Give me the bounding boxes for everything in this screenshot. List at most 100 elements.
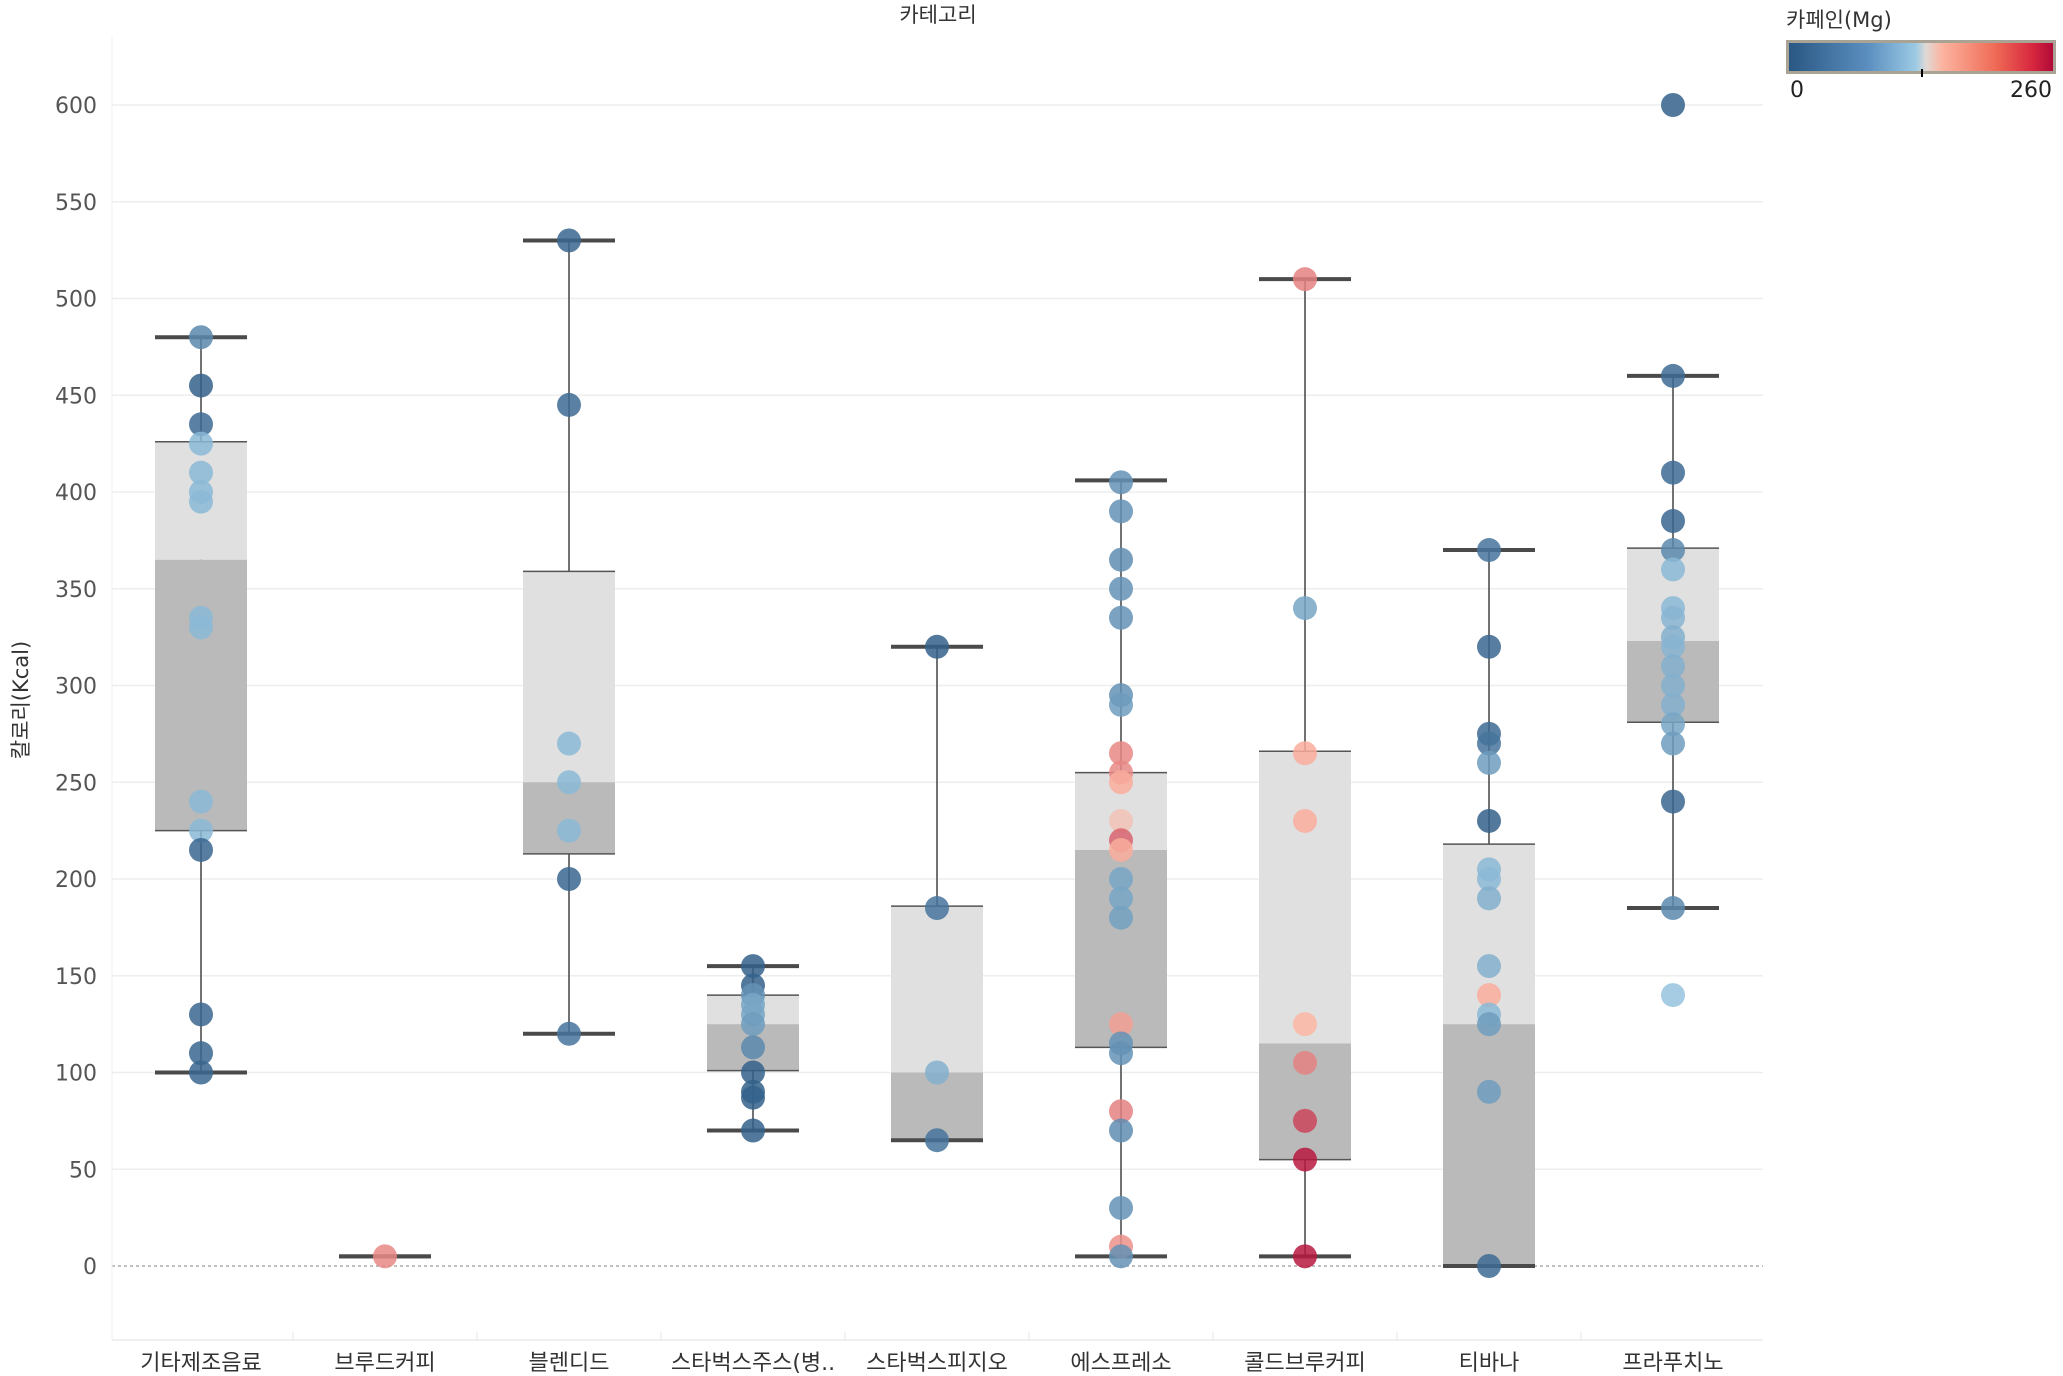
y-tick-label: 100 [55,1062,97,1087]
data-point [1661,896,1685,921]
data-point [1109,837,1133,862]
data-point [925,1128,949,1153]
data-point [557,392,581,417]
x-category-label: 블렌디드 [529,1351,610,1376]
box-lower [1443,1024,1535,1266]
data-point [741,1012,765,1037]
data-point [1109,1041,1133,1066]
y-tick-label: 450 [55,384,97,409]
y-tick-label: 150 [55,965,97,990]
data-point [1109,1244,1133,1269]
data-point [1109,1118,1133,1143]
data-point [1661,93,1685,117]
y-axis-label: 칼로리(Kcal) [9,641,33,759]
data-point [1661,673,1685,698]
data-point [1477,634,1501,659]
data-point [1661,789,1685,814]
data-point [1477,731,1501,756]
data-point [1109,605,1133,630]
y-tick-label: 200 [55,868,97,893]
chart-title: 카테고리 [899,3,976,27]
data-point [189,373,213,398]
data-point [925,896,949,921]
x-category-label: 스타벅스피지오 [866,1351,1008,1376]
data-point [557,818,581,843]
color-legend: 카페인(Mg) 0 260 [1786,4,2056,103]
data-point [1293,1012,1317,1037]
data-point [1477,1254,1501,1278]
data-point [1477,1012,1501,1037]
data-point [1477,1079,1501,1104]
data-point [1109,470,1133,495]
data-point [1109,1195,1133,1220]
y-tick-label: 350 [55,578,97,603]
data-point [1109,547,1133,572]
data-point [1293,1147,1317,1172]
data-point [1293,1050,1317,1075]
y-tick-label: 0 [83,1255,97,1280]
data-point [557,867,581,891]
data-point [1293,267,1317,292]
data-point [1293,1244,1317,1269]
data-point [1109,808,1133,833]
data-point [1109,867,1133,891]
data-point [1477,983,1501,1008]
box-lower [155,559,247,831]
data-point [189,789,213,814]
data-point [1661,712,1685,737]
data-point [189,1041,213,1066]
data-point [557,731,581,756]
data-point [1477,538,1501,563]
legend-title: 카페인(Mg) [1786,8,1892,32]
y-tick-label: 500 [55,288,97,313]
data-point [189,818,213,843]
data-point [189,431,213,456]
data-point [189,325,213,350]
x-category-label: 프라푸치노 [1622,1351,1723,1376]
data-point [1661,634,1685,659]
color-gradient-bar [1786,40,2056,77]
y-tick-label: 600 [55,94,97,119]
x-category-label: 스타벅스주스(병.. [671,1351,835,1376]
data-point [189,1002,213,1027]
data-point [1477,886,1501,911]
y-tick-label: 50 [69,1158,97,1183]
data-point [373,1244,397,1269]
data-point [557,1021,581,1046]
data-point [1661,983,1685,1008]
data-point [1293,596,1317,621]
data-point [1661,538,1685,563]
data-point [1477,808,1501,833]
y-tick-label: 300 [55,675,97,700]
data-point [1477,867,1501,891]
data-point [1477,954,1501,979]
data-point [1661,605,1685,630]
box-upper [1259,751,1351,1044]
data-point [557,228,581,253]
data-point [1109,499,1133,524]
y-tick-label: 250 [55,771,97,796]
data-point [1109,886,1133,911]
data-point [1477,750,1501,775]
data-point [1661,654,1685,679]
data-point [741,1085,765,1110]
data-point [189,615,213,640]
data-point [741,1035,765,1060]
data-point [1293,741,1317,766]
data-point [1109,905,1133,930]
y-tick-label: 400 [55,481,97,506]
data-point [925,1060,949,1085]
data-point [1661,557,1685,582]
data-point [1293,1108,1317,1133]
x-category-label: 기타제조음료 [140,1351,261,1376]
data-point [925,634,949,659]
data-point [1661,731,1685,756]
data-point [1661,509,1685,534]
data-point [1109,1012,1133,1037]
data-point [741,954,765,979]
data-point [1109,576,1133,601]
data-point [1661,460,1685,485]
data-point [1109,692,1133,717]
x-category-label: 콜드브루커피 [1244,1351,1365,1376]
